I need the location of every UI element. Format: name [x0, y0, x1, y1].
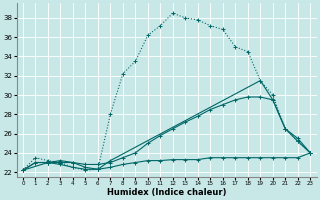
X-axis label: Humidex (Indice chaleur): Humidex (Indice chaleur) — [107, 188, 226, 197]
